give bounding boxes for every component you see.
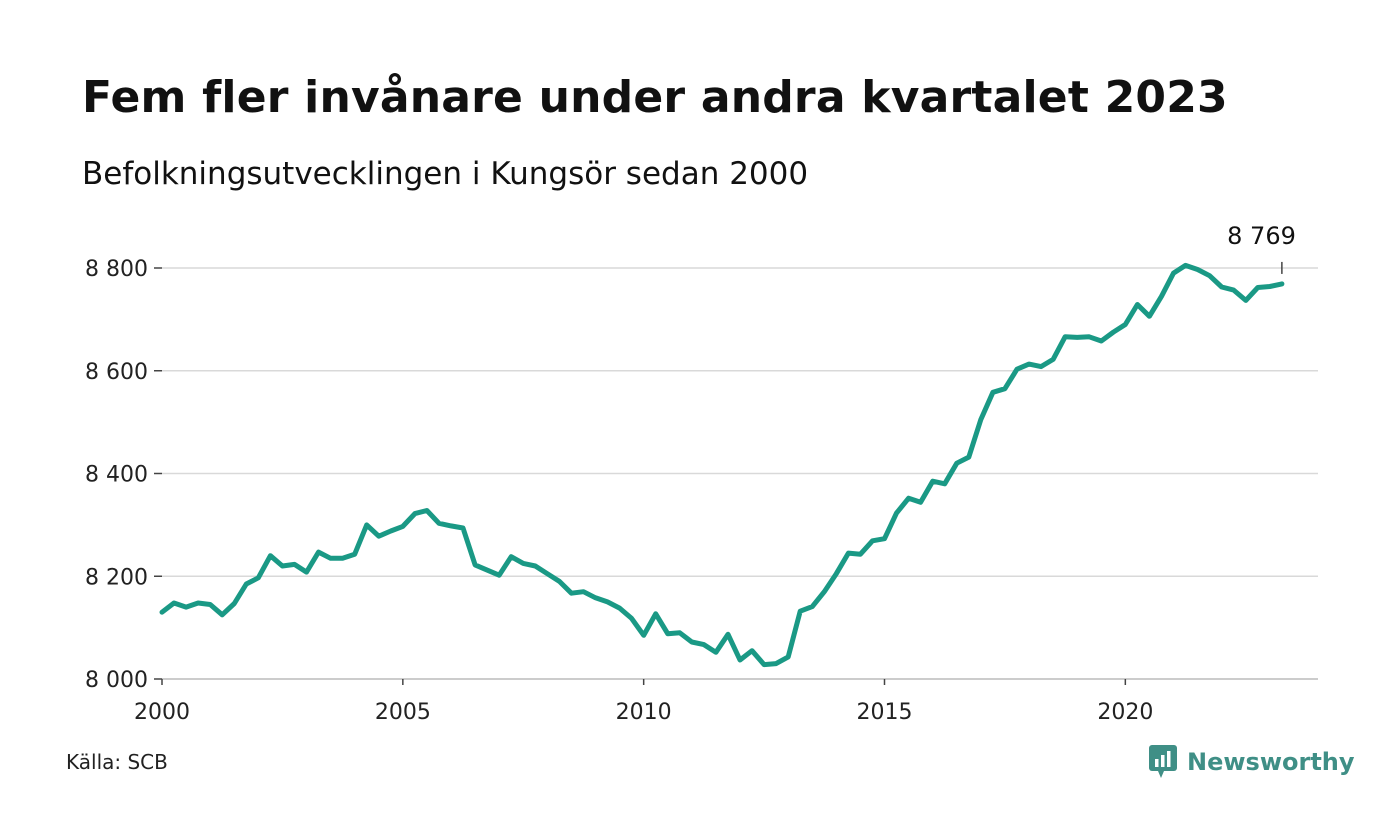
brand-logo: Newsworthy [1148, 744, 1355, 780]
x-tick-label-3: 2015 [857, 700, 913, 725]
y-tick-label-3: 8 600 [85, 360, 148, 385]
x-tick-label-0: 2000 [134, 700, 190, 725]
y-tick-label-1: 8 200 [85, 565, 148, 590]
end-value-label: 8 769 [1227, 222, 1296, 250]
brand-name: Newsworthy [1187, 748, 1355, 776]
x-tick-label-1: 2005 [375, 700, 431, 725]
grid-lines [162, 267, 1318, 680]
chart-title: Fem fler invånare under andra kvartalet … [82, 72, 1228, 123]
y-tick-label-2: 8 400 [85, 463, 148, 488]
x-tick-label-4: 2020 [1097, 700, 1153, 725]
chart-subtitle: Befolkningsutvecklingen i Kungsör sedan … [82, 156, 809, 192]
series [159, 262, 1285, 668]
x-tick-label-2: 2010 [616, 700, 672, 725]
series-line-0 [159, 262, 1285, 668]
newsworthy-logo-icon [1149, 745, 1177, 778]
y-tick-label-0: 8 000 [85, 668, 148, 693]
axes: 8 000 8 200 8 400 8 600 8 800 2000 2005 2010 201… [85, 257, 1153, 725]
y-tick-label-4: 8 800 [85, 257, 148, 282]
source-note: Källa: SCB [66, 750, 168, 774]
data-labels: 8 769 [1227, 222, 1296, 274]
